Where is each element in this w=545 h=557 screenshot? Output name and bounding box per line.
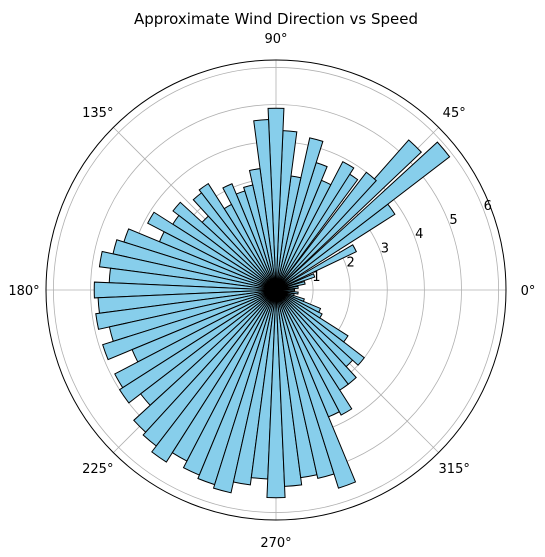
radial-tick-2: 2 <box>347 256 355 271</box>
bar-330 <box>275 289 323 319</box>
angle-tick-315: 315° <box>439 462 470 477</box>
bar-352 <box>275 289 299 295</box>
radial-tick-4: 4 <box>415 227 423 242</box>
bar-325 <box>275 289 349 343</box>
bar-46 <box>275 139 423 291</box>
bar-140 <box>172 201 277 291</box>
bar-150 <box>146 211 277 291</box>
chart-title: Approximate Wind Direction vs Speed <box>134 10 418 28</box>
angle-tick-labels: 0° 45° 90° 135° 180° 225° 270° 315° <box>8 32 535 551</box>
radial-tick-5: 5 <box>449 213 457 228</box>
angle-tick-135: 135° <box>82 106 113 121</box>
bar-310 <box>275 289 357 385</box>
bar-0 <box>275 288 296 292</box>
bar-260 <box>232 289 277 486</box>
bar-340 <box>275 289 305 303</box>
bar-75 <box>275 137 324 291</box>
radial-tick-3: 3 <box>381 241 389 256</box>
bar-300 <box>275 289 353 416</box>
bar-320 <box>275 289 365 366</box>
angle-tick-225: 225° <box>82 462 113 477</box>
bar-255 <box>212 289 277 494</box>
bar-125 <box>198 182 277 291</box>
bar-215 <box>118 289 277 404</box>
bar-40 <box>275 141 451 291</box>
bar-200 <box>102 289 277 361</box>
bar-235 <box>151 289 277 463</box>
angle-tick-45: 45° <box>443 106 466 121</box>
angle-tick-0: 0° <box>521 284 536 299</box>
bar-series <box>93 107 451 499</box>
bar-345 <box>275 289 295 297</box>
radial-tick-labels: 1 2 3 4 5 6 <box>312 199 492 285</box>
radial-tick-1: 1 <box>312 270 320 285</box>
bar-60 <box>275 160 355 291</box>
bar-170 <box>98 250 277 291</box>
bar-335 <box>275 289 322 313</box>
radial-tick-6: 6 <box>484 199 492 214</box>
polar-frame <box>45 59 507 521</box>
angle-tick-270: 270° <box>260 536 291 551</box>
bar-90 <box>267 107 285 291</box>
bar-180 <box>93 281 277 299</box>
bar-130 <box>192 192 277 291</box>
bar-270 <box>266 289 286 499</box>
bar-50 <box>275 171 377 291</box>
angle-tick-180: 180° <box>8 284 39 299</box>
angle-tick-90: 90° <box>264 32 287 47</box>
bar-290 <box>275 289 357 489</box>
bar-28 <box>275 244 358 291</box>
